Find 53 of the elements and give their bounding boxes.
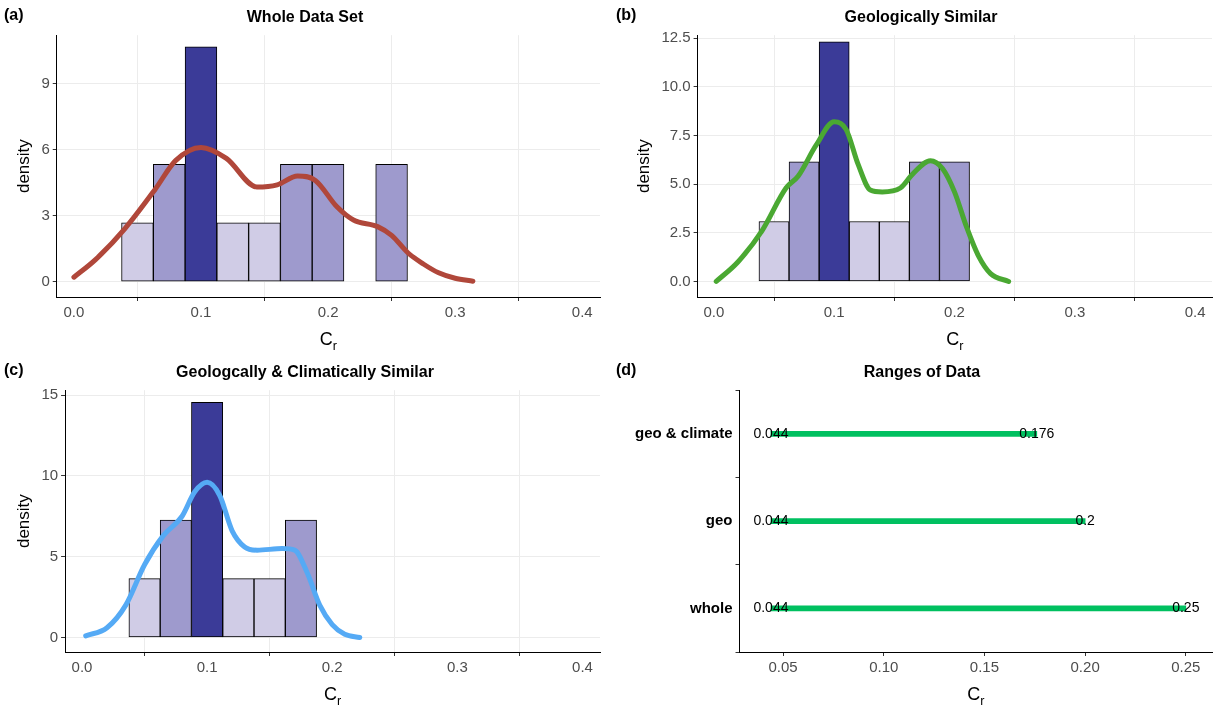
- x-tick-label: 0.10: [869, 658, 899, 676]
- x-tick-label: 0.1: [823, 303, 845, 321]
- y-tick-label: 2.5: [669, 222, 691, 240]
- annotation: 0.044: [753, 511, 789, 528]
- y-axis-title: density: [13, 493, 33, 549]
- x-tick-label: 0.2: [944, 303, 965, 321]
- y-tick-label: 0: [49, 627, 59, 645]
- chart-title: Geologcally & Climatically Similar: [176, 363, 434, 381]
- x-tick-label: 0.20: [1070, 658, 1100, 676]
- x-tick-label: 0.2: [321, 658, 343, 676]
- y-tick-label: geo & climate: [635, 423, 733, 441]
- x-tick-label: 0.3: [446, 658, 468, 676]
- x-tick-label: 0.2: [317, 303, 339, 321]
- x-tick-label: 0.4: [572, 658, 593, 676]
- x-tick-label: 0.0: [63, 303, 85, 321]
- y-tick-label: geo: [705, 511, 733, 529]
- y-tick-label: 9: [41, 73, 50, 91]
- y-axis-title: density: [633, 138, 653, 194]
- y-tick-label: 10: [41, 465, 59, 483]
- text: (d): [616, 361, 637, 379]
- chart-title: Geologically Similar: [844, 8, 998, 26]
- text: (c): [4, 361, 24, 379]
- text: (a): [4, 6, 24, 24]
- y-tick-label: 12.5: [661, 28, 691, 46]
- x-tick-label: 0.3: [444, 303, 466, 321]
- x-tick-label: 0.15: [969, 658, 1000, 676]
- annotation: 0.2: [1075, 511, 1096, 528]
- annotation: 0.044: [753, 424, 789, 441]
- y-tick-label: whole: [689, 598, 733, 616]
- y-tick-label: 0.0: [669, 271, 691, 289]
- x-tick-label: 0.0: [71, 658, 93, 676]
- chart-title: Whole Data Set: [246, 8, 364, 26]
- chart-title: Ranges of Data: [863, 363, 981, 381]
- y-tick-label: 5: [49, 546, 59, 564]
- y-tick-label: 3: [41, 205, 50, 223]
- annotation: 0.044: [753, 599, 789, 616]
- x-tick-label: 0.1: [196, 658, 218, 676]
- y-tick-label: 15: [41, 385, 59, 403]
- y-tick-label: 6: [41, 139, 50, 157]
- x-tick-label: 0.1: [190, 303, 212, 321]
- x-tick-label: 0.3: [1064, 303, 1086, 321]
- y-tick-label: 5.0: [669, 174, 691, 192]
- y-tick-label: 10.0: [661, 76, 691, 94]
- annotation: 0.25: [1172, 599, 1200, 616]
- x-tick-label: 0.4: [571, 303, 593, 321]
- x-tick-label: 0.05: [768, 658, 798, 676]
- text: (b): [616, 6, 637, 24]
- y-tick-label: 7.5: [669, 125, 691, 143]
- x-tick-label: 0.4: [1184, 303, 1206, 321]
- x-tick-label: 0.25: [1171, 658, 1201, 676]
- y-tick-label: 0: [41, 271, 50, 289]
- annotation: 0.176: [1019, 424, 1055, 441]
- y-axis-title: density: [13, 138, 33, 194]
